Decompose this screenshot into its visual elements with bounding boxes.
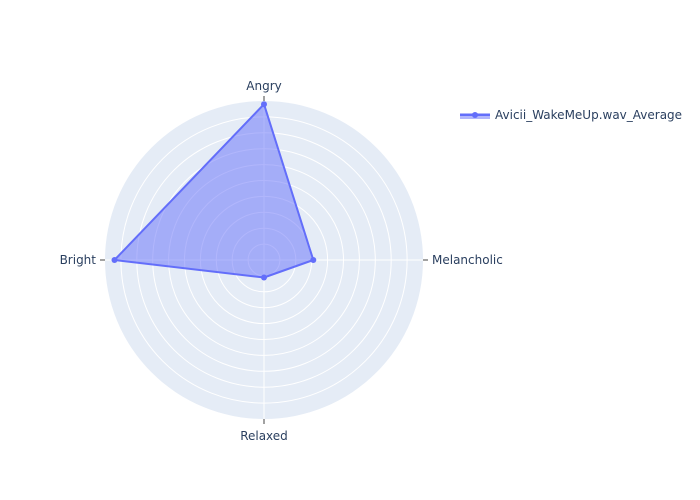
axis-label-bright: Bright — [60, 253, 97, 267]
data-point-melancholic[interactable] — [310, 257, 317, 263]
axis-labels: Angry Melancholic Relaxed Bright — [60, 79, 503, 443]
axis-label-relaxed: Relaxed — [240, 429, 288, 443]
data-point-angry[interactable] — [261, 101, 267, 108]
axis-label-melancholic: Melancholic — [432, 253, 503, 267]
legend-entry-label: Avicii_WakeMeUp.wav_Average — [495, 108, 682, 122]
axis-label-angry: Angry — [246, 79, 281, 93]
legend-swatch-marker — [472, 112, 478, 118]
angular-ticks — [100, 96, 428, 424]
data-point-bright[interactable] — [111, 257, 118, 263]
data-point-relaxed[interactable] — [261, 274, 267, 281]
series-layer — [111, 101, 317, 281]
legend[interactable]: Avicii_WakeMeUp.wav_Average — [460, 108, 682, 122]
